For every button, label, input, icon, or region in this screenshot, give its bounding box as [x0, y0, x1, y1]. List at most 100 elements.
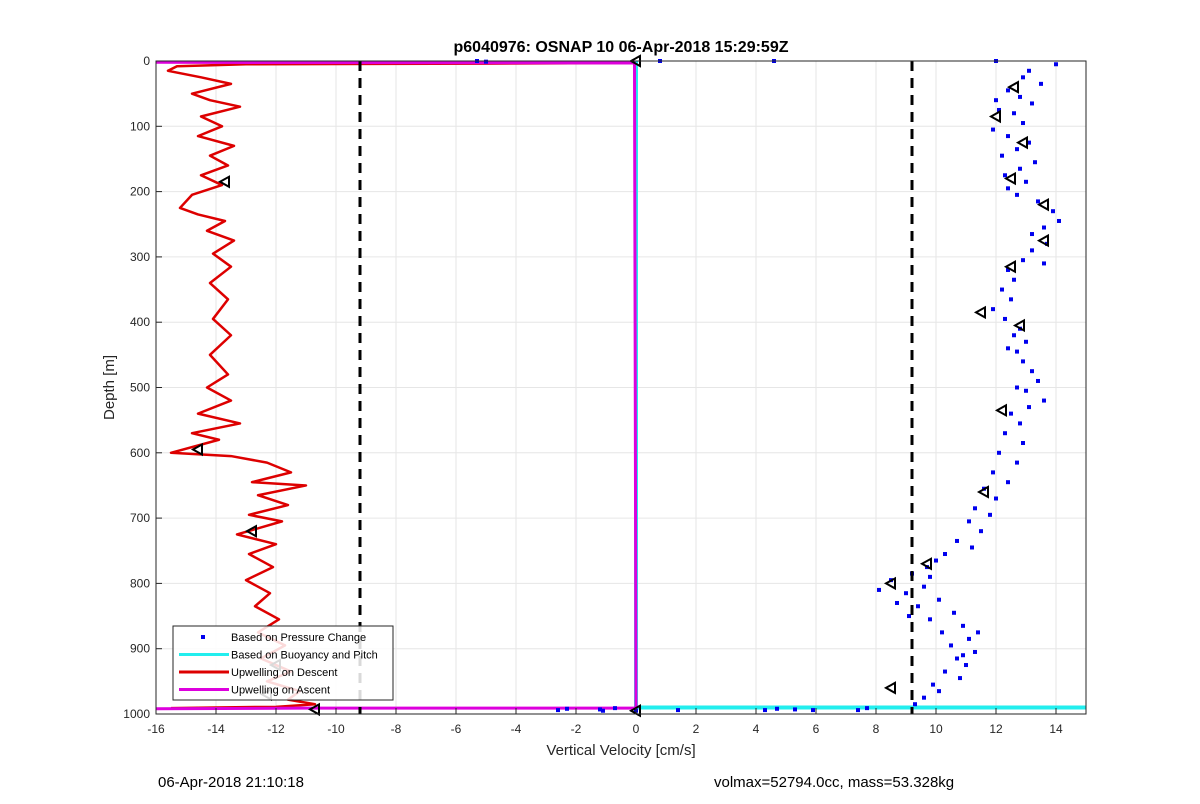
pressure-point: [856, 708, 860, 713]
x-tick-label: 2: [693, 722, 700, 736]
pressure-point: [991, 470, 995, 475]
pressure-point: [1015, 349, 1019, 354]
pressure-point: [1057, 218, 1061, 223]
pressure-point: [1000, 287, 1004, 292]
pressure-point: [763, 708, 767, 713]
pressure-point: [1012, 333, 1016, 338]
pressure-point: [961, 623, 965, 628]
triangle-marker: [988, 109, 1001, 124]
triangle-marker: [1003, 259, 1016, 274]
pressure-point: [994, 496, 998, 501]
pressure-point: [949, 643, 953, 648]
triangle-marker: [307, 702, 320, 717]
y-tick-label: 800: [130, 576, 150, 590]
pressure-point: [1021, 75, 1025, 80]
y-tick-label: 100: [130, 119, 150, 133]
legend: Based on Pressure Change Based on Buoyanc…: [172, 625, 394, 701]
pressure-point: [598, 707, 602, 712]
x-tick-label: 8: [873, 722, 880, 736]
pressure-point: [1003, 316, 1007, 321]
triangle-marker: [1036, 197, 1049, 212]
pressure-point: [1021, 441, 1025, 446]
pressure-point: [613, 706, 617, 711]
pressure-point: [1036, 378, 1040, 383]
triangle-marker: [994, 403, 1007, 418]
legend-label: Based on Buoyancy and Pitch: [231, 650, 378, 662]
pressure-point: [1015, 460, 1019, 465]
pressure-point: [913, 702, 917, 707]
pressure-point: [1006, 480, 1010, 485]
pressure-point: [1027, 68, 1031, 73]
x-tick-label: -2: [571, 722, 582, 736]
pressure-point: [1003, 431, 1007, 436]
y-tick-label: 1000: [123, 707, 150, 721]
chart-title: p6040976: OSNAP 10 06-Apr-2018 15:29:59Z: [454, 39, 789, 56]
pressure-point: [1009, 411, 1013, 416]
pressure-point: [904, 591, 908, 596]
pressure-point: [1006, 267, 1010, 272]
x-tick-label: -6: [451, 722, 462, 736]
pressure-point: [676, 708, 680, 713]
pressure-point: [556, 708, 560, 713]
x-tick-label: 0: [633, 722, 640, 736]
pressure-point: [1051, 209, 1055, 214]
pressure-point: [1024, 388, 1028, 393]
pressure-point: [1018, 421, 1022, 426]
x-tick-label: -12: [267, 722, 285, 736]
pressure-point: [1030, 369, 1034, 374]
pressure-point: [1006, 186, 1010, 191]
pressure-point: [1024, 179, 1028, 184]
triangle-marker: [883, 681, 896, 695]
pressure-point: [967, 636, 971, 641]
pressure-point: [961, 653, 965, 658]
ticks: -16 -14 -12 -10 -8 -6 -4 -2 0 2 4 6 8 10 12 14 0 100 200 30…: [123, 54, 1063, 736]
pressure-point: [1006, 346, 1010, 351]
y-tick-label: 0: [143, 54, 150, 68]
triangle-marker: [976, 485, 989, 499]
pressure-point: [1027, 405, 1031, 410]
pressure-point: [1033, 160, 1037, 165]
triangle-marker: [217, 175, 230, 189]
threshold-lines: [358, 61, 914, 714]
pressure-point: [793, 707, 797, 712]
pressure-point: [964, 663, 968, 668]
pressure-point: [565, 706, 569, 711]
pressure-point: [484, 59, 488, 64]
pressure-point: [1015, 192, 1019, 197]
pressure-point: [943, 552, 947, 557]
pressure-point: [1018, 166, 1022, 171]
triangle-marker: [919, 557, 932, 571]
pressure-point: [1021, 258, 1025, 263]
pressure-point: [928, 574, 932, 579]
pressure-point: [1027, 140, 1031, 145]
pressure-point: [1003, 173, 1007, 178]
pressure-point: [1021, 121, 1025, 126]
pressure-point: [928, 617, 932, 622]
triangle-marker: [1015, 135, 1028, 150]
triangle-marker: [1012, 318, 1025, 333]
legend-label: Upwelling on Descent: [231, 667, 337, 679]
pressure-point: [1006, 88, 1010, 93]
pressure-point: [955, 538, 959, 543]
y-tick-label: 600: [130, 446, 150, 460]
y-tick-label: 200: [130, 185, 150, 199]
pressure-point: [1015, 147, 1019, 152]
pressure-point: [934, 558, 938, 563]
pressure-point: [973, 649, 977, 654]
pressure-point: [940, 630, 944, 635]
pressure-point: [811, 708, 815, 713]
y-tick-label: 900: [130, 642, 150, 656]
pressure-point: [775, 706, 779, 711]
pressure-point: [1030, 232, 1034, 237]
pressure-point: [1042, 225, 1046, 230]
chart: -16 -14 -12 -10 -8 -6 -4 -2 0 2 4 6 8 10 12 14 0 100 200 30…: [101, 39, 1087, 759]
pressure-point: [1012, 277, 1016, 282]
pressure-point: [1015, 385, 1019, 390]
pressure-point: [1006, 134, 1010, 139]
x-tick-label: -16: [147, 722, 165, 736]
x-tick-label: -8: [391, 722, 402, 736]
pressure-point: [922, 584, 926, 589]
pressure-point: [997, 107, 1001, 112]
pressure-point: [967, 519, 971, 524]
x-axis-label: Vertical Velocity [cm/s]: [546, 742, 695, 759]
